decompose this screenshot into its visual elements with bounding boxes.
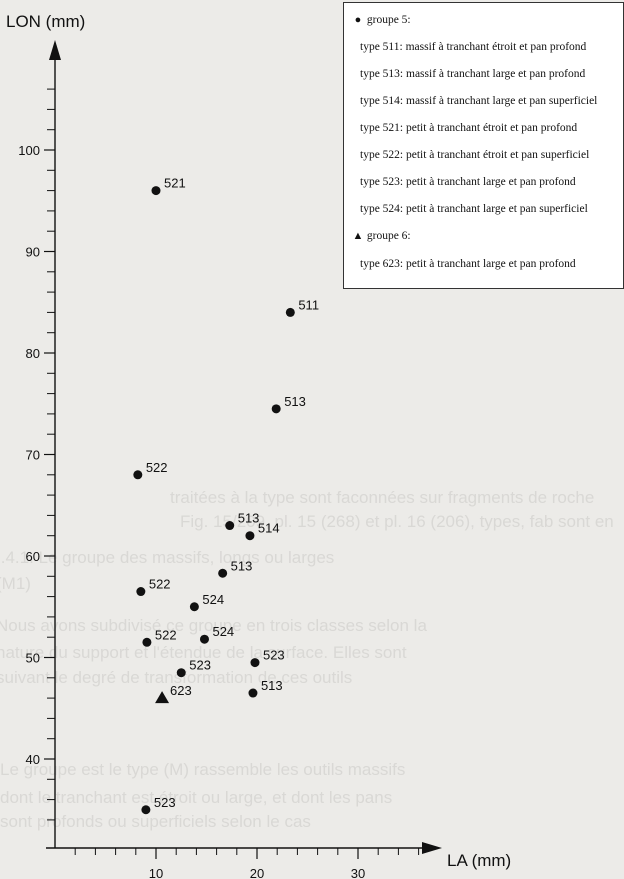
- data-point-circle: [245, 531, 255, 541]
- data-point-label: 524: [212, 624, 234, 639]
- data-point-label: 511: [298, 297, 319, 312]
- data-point-label: 623: [170, 683, 192, 698]
- data-point-circle: [218, 568, 228, 578]
- y-tick-label: 60: [26, 549, 40, 564]
- legend-group-label: groupe 6:: [366, 230, 411, 242]
- x-axis-arrow: [422, 842, 442, 854]
- data-point-circle: [136, 587, 146, 597]
- data-point-label: 523: [154, 795, 176, 810]
- legend-item: type 522: petit à tranchant étroit et pa…: [360, 149, 590, 161]
- y-tick-label: 50: [26, 651, 40, 666]
- data-point-label: 513: [284, 394, 306, 409]
- data-point-label: 524: [202, 592, 224, 607]
- legend-item: type 521: petit à tranchant étroit et pa…: [360, 122, 578, 134]
- ticks: 40 50 60 70 80 90 100 10 20 30: [18, 88, 420, 879]
- y-tick-label: 90: [26, 245, 40, 260]
- data-point-label: 513: [238, 511, 260, 526]
- legend-item: type 514: massif à tranchant large et pa…: [360, 95, 598, 107]
- data-point-circle: [250, 658, 260, 668]
- legend-item: type 623: petit à tranchant large et pan…: [360, 258, 576, 270]
- y-axis-label: LON (mm): [6, 12, 85, 31]
- data-point-circle: [199, 634, 209, 644]
- y-tick-label: 80: [26, 346, 40, 361]
- data-point-triangle: [155, 691, 170, 704]
- data-point-circle: [271, 404, 281, 414]
- data-point-label: 521: [164, 176, 186, 191]
- data-point-label: 523: [263, 648, 285, 663]
- data-point-circle: [142, 637, 152, 647]
- data-point-circle: [248, 688, 258, 698]
- x-tick-label: 30: [351, 866, 365, 879]
- data-point-circle: [141, 805, 151, 815]
- data-point-circle: [285, 307, 295, 317]
- legend-group-6: ▲ groupe 6:: [344, 223, 623, 249]
- data-point-label: 513: [231, 558, 253, 573]
- data-point-label: 513: [261, 678, 283, 693]
- y-tick-label: 70: [26, 448, 40, 463]
- axes: [46, 40, 442, 854]
- x-tick-label: 10: [149, 866, 163, 879]
- circle-icon: ●: [354, 14, 362, 26]
- y-tick-label: 100: [18, 143, 40, 158]
- data-point-circle: [176, 668, 186, 678]
- y-tick-label: 40: [26, 752, 40, 767]
- data-point-label: 522: [149, 577, 171, 592]
- legend-item: type 511: massif à tranchant étroit et p…: [360, 41, 587, 53]
- x-tick-label: 20: [250, 866, 264, 879]
- legend-group-5: ● groupe 5:: [344, 7, 623, 33]
- data-point-circle: [225, 521, 235, 531]
- data-point-circle: [133, 470, 143, 480]
- legend: ● groupe 5: type 511: massif à tranchant…: [343, 2, 624, 289]
- legend-item: type 513: massif à tranchant large et pa…: [360, 68, 586, 80]
- data-point-label: 522: [146, 460, 168, 475]
- legend-item: type 523: petit à tranchant large et pan…: [360, 176, 576, 188]
- triangle-icon: ▲: [352, 230, 364, 242]
- legend-group-label: groupe 5:: [366, 14, 411, 26]
- legend-item: type 524: petit à tranchant large et pan…: [360, 203, 588, 215]
- x-axis-label: LA (mm): [447, 851, 511, 870]
- data-point-label: 514: [258, 521, 280, 536]
- data-point-circle: [151, 186, 161, 196]
- data-point-circle: [189, 602, 199, 612]
- data-point-label: 523: [189, 658, 211, 673]
- y-axis-arrow: [49, 40, 61, 60]
- data-point-label: 522: [155, 627, 177, 642]
